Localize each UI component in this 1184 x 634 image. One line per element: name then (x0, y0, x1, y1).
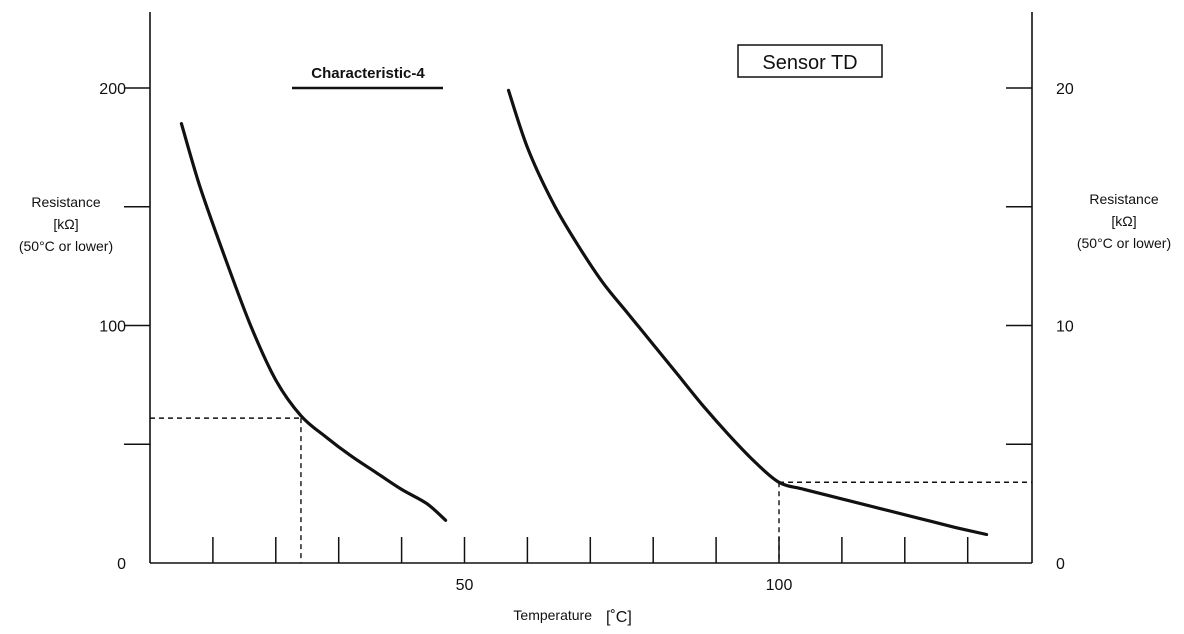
curve-series-1 (179, 122, 448, 522)
curve-series-2 (506, 88, 989, 537)
right-y-tick-label: 0 (1056, 556, 1065, 573)
sensor-label-frame (737, 44, 883, 78)
left-y-tick-label: 0 (117, 556, 126, 573)
left-y-tick-label: 100 (99, 319, 126, 336)
legend-label: Characteristic-4 (311, 65, 425, 82)
left-axis-title: Resistance [kΩ] (50°C or lower) (19, 194, 113, 254)
x-axis-title-text: Temperature (513, 607, 592, 623)
left-axis-title-line-2: [kΩ] (53, 216, 78, 232)
x-axis-title: Temperature [˚C] (513, 607, 631, 626)
sensor-label-box: Sensor TD (737, 44, 883, 78)
x-tick-label: 50 (456, 577, 474, 594)
legend: Characteristic-4 (292, 65, 443, 90)
sensor-label-text: Sensor TD (762, 52, 857, 74)
left-y-tick-label: 200 (99, 81, 126, 98)
reference-lines (150, 417, 1032, 563)
right-axis-title-line-3: (50°C or lower) (1077, 235, 1171, 251)
right-axis-title: Resistance [kΩ] (50°C or lower) (1077, 191, 1171, 251)
axes (149, 12, 1033, 564)
curves (179, 88, 989, 537)
x-tick-label: 100 (766, 577, 793, 594)
left-axis-title-line-1: Resistance (31, 194, 100, 210)
right-y-tick-label: 10 (1056, 319, 1074, 336)
right-axis-title-line-1: Resistance (1089, 191, 1158, 207)
right-y-tick-label: 20 (1056, 81, 1074, 98)
ticks: 50 100 0 100 200 0 10 20 (99, 81, 1074, 594)
right-axis-title-line-2: [kΩ] (1111, 213, 1136, 229)
x-axis-unit: [˚C] (606, 609, 632, 626)
left-axis-title-line-3: (50°C or lower) (19, 238, 113, 254)
